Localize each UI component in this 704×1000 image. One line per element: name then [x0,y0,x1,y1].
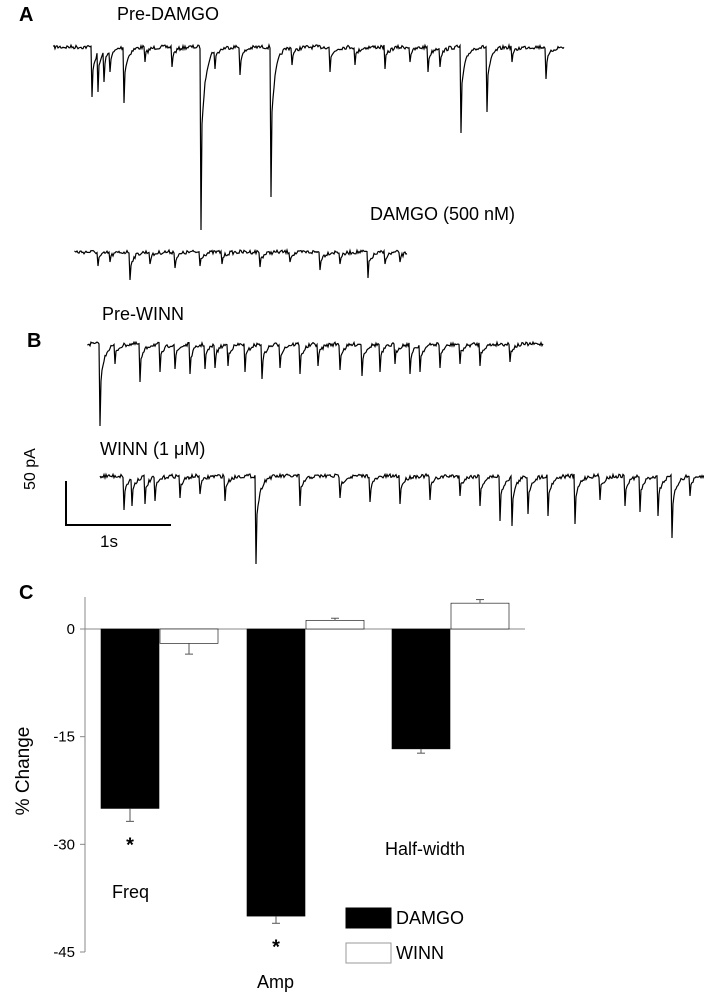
traces-svg [53,42,704,565]
category-label-freq: Freq [112,882,149,902]
trace-label-winn: WINN (1 μM) [100,439,206,459]
electrophysiology-traces [53,42,704,565]
panel-label-b: B [27,330,42,352]
bar-winn-half-width [450,602,510,630]
y-tick-label: -30 [53,836,75,853]
y-tick-label: -45 [53,944,75,961]
bar-damgo-freq [100,628,160,809]
legend-swatch-damgo [345,907,392,929]
legend-label-damgo: DAMGO [396,908,464,928]
trace-pre-damgo [53,42,565,231]
y-axis-label: % Change [13,727,34,816]
trace-label-damgo: DAMGO (500 nM) [370,204,516,224]
significance-marker: * [126,834,134,856]
panel-label-a: A [19,4,34,26]
legend-swatch-winn [345,942,392,964]
significance-marker: * [272,936,280,958]
legend-label-winn: WINN [396,943,444,963]
scale-bar-time-label: 1s [100,532,118,551]
scale-bar [65,481,171,526]
trace-damgo [74,247,408,281]
y-tick-label: 0 [67,621,75,638]
trace-label-pre-winn: Pre-WINN [102,304,184,324]
category-label-amp: Amp [257,972,294,992]
trace-winn [99,472,704,565]
bar-winn-amp [305,620,365,630]
panel-label-c: C [19,582,34,604]
category-label-half-width: Half-width [385,839,465,859]
y-tick-label: -15 [53,729,75,746]
bar-damgo-half-width [391,628,451,750]
bar-winn-freq [159,628,219,644]
trace-pre-winn [87,340,544,427]
trace-label-pre-damgo: Pre-DAMGO [117,4,220,24]
bar-damgo-amp [246,628,306,917]
